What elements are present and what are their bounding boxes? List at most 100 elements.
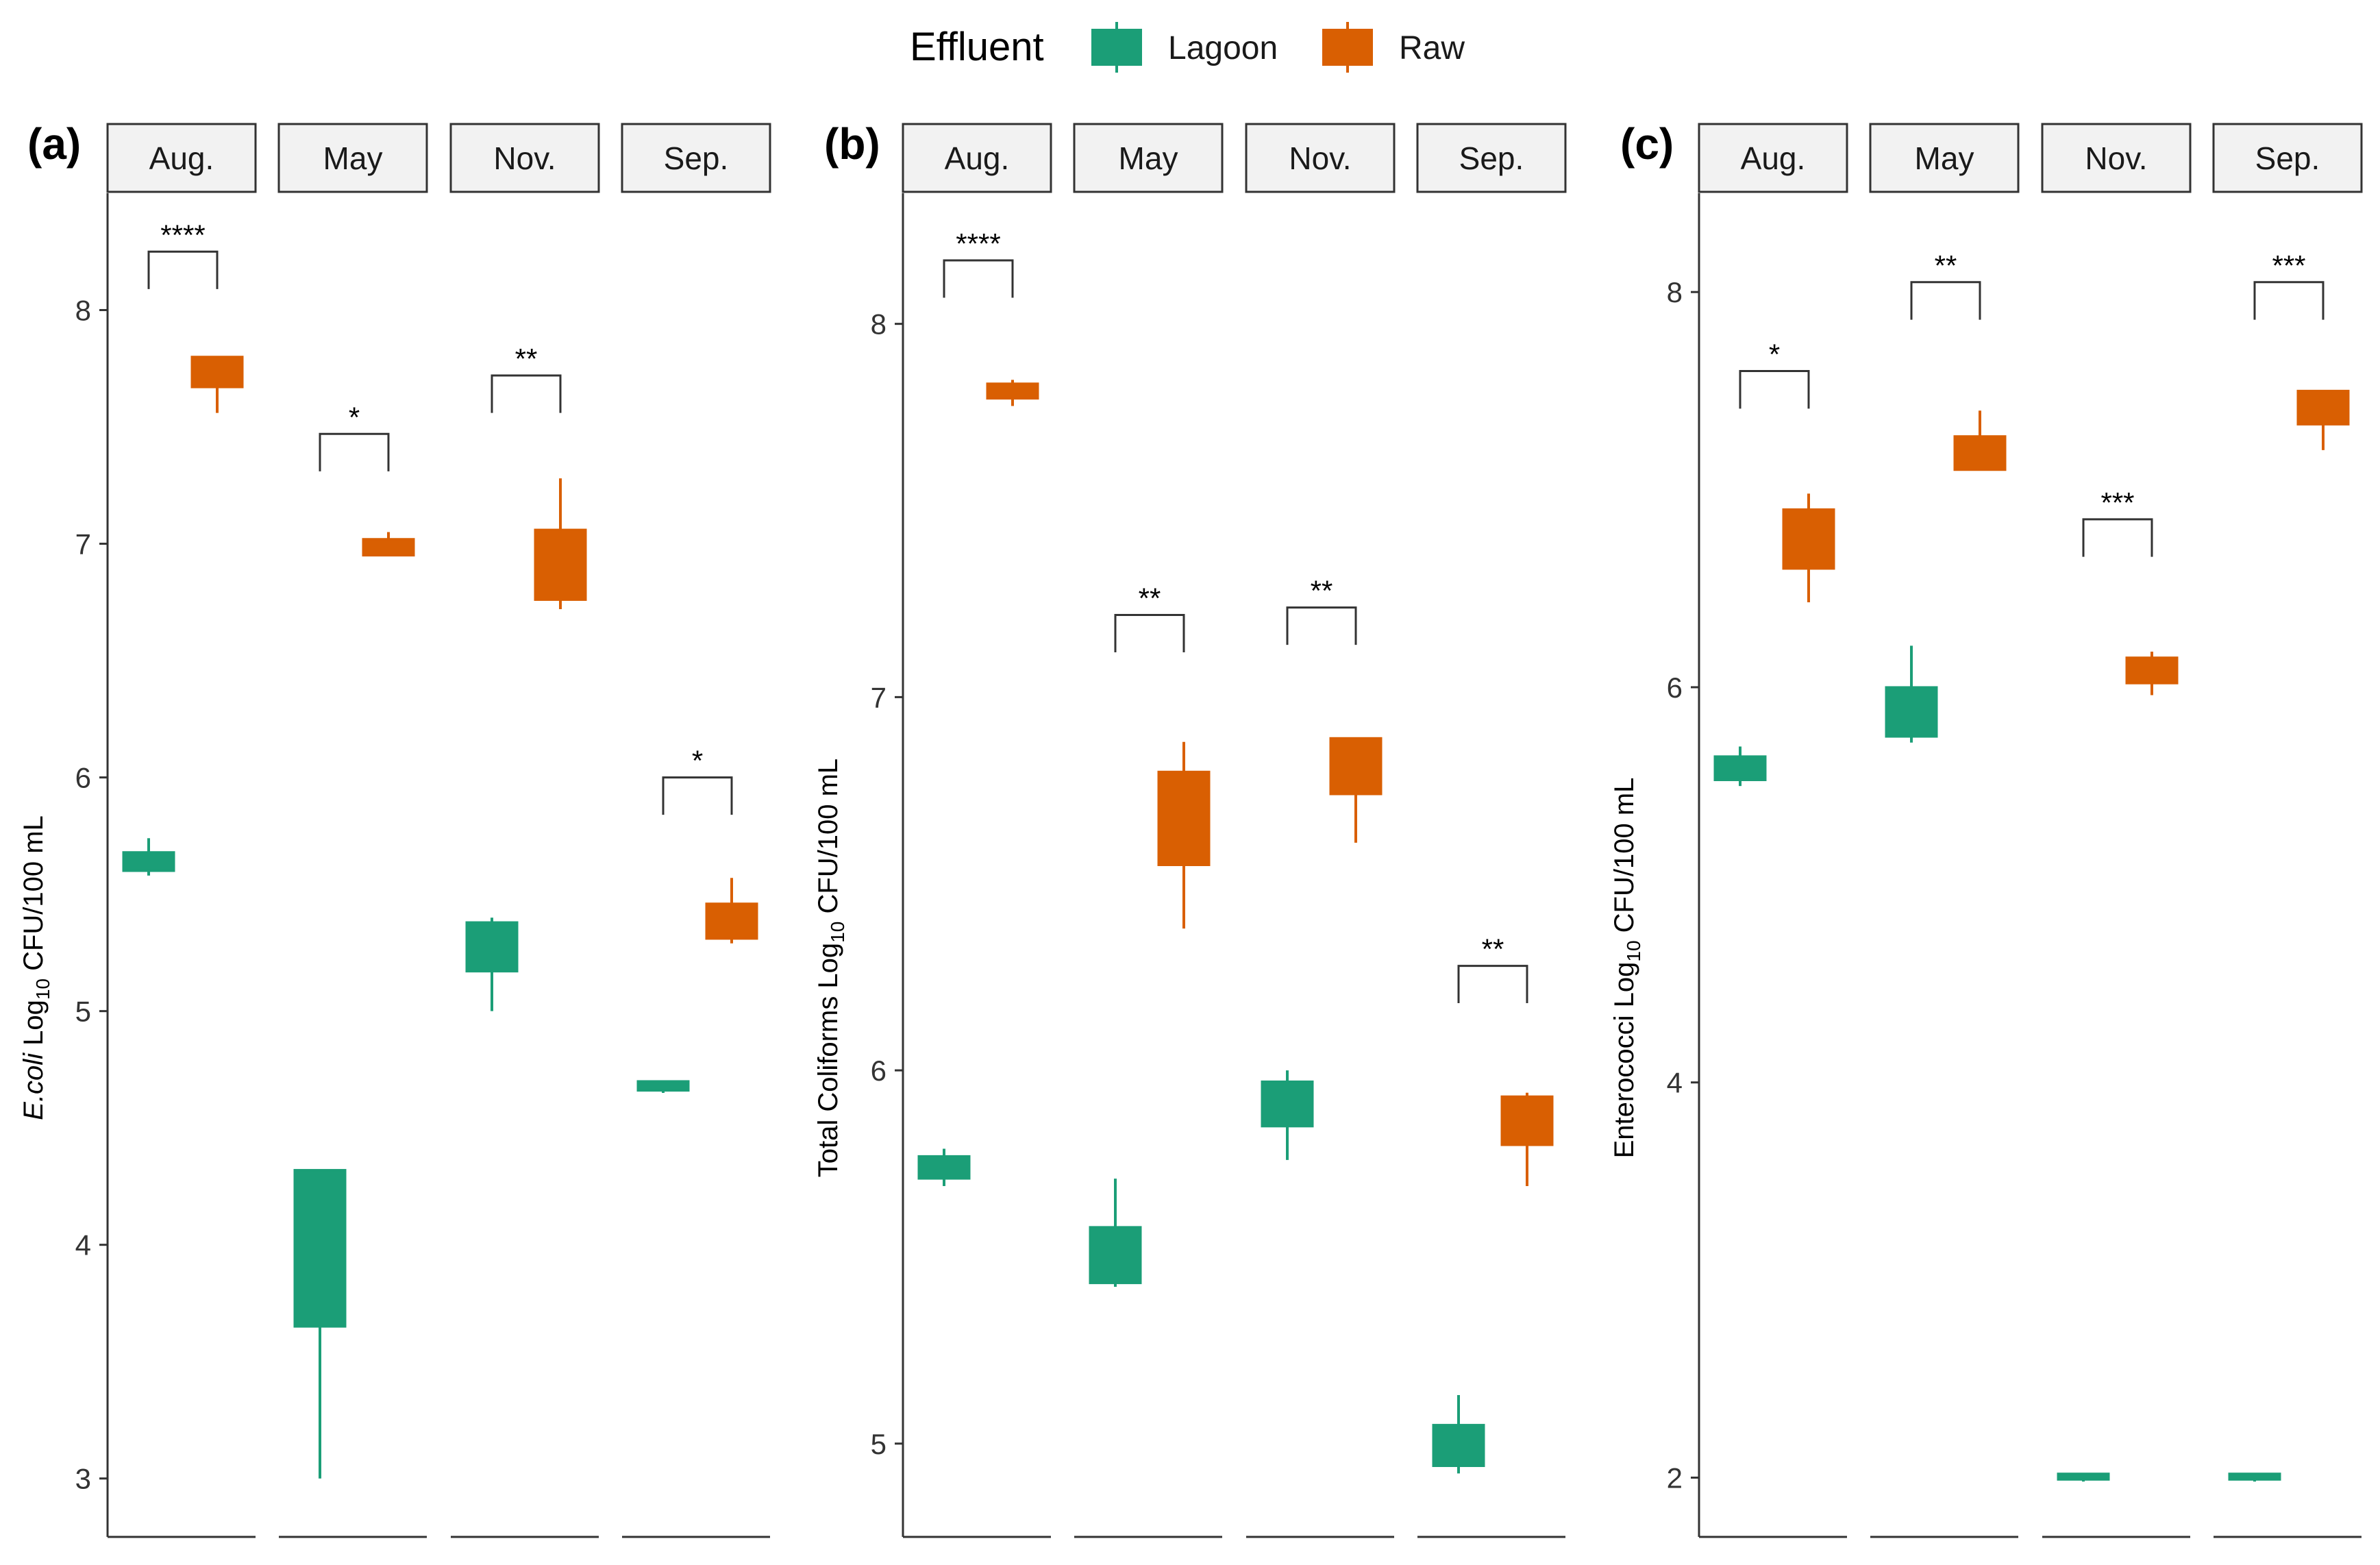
box-lagoon	[1713, 746, 1767, 787]
legend-item-label: Raw	[1399, 30, 1465, 66]
facet-aug: Aug. *	[1698, 123, 1848, 1538]
y-axis-label: Total Coliforms Log10 CFU/100 mL	[813, 759, 848, 1177]
facet-sep: Sep. **	[1416, 123, 1567, 1538]
facet-strip-label: Sep.	[664, 140, 729, 176]
box-raw	[1500, 1092, 1554, 1186]
box-lagoon	[2057, 1472, 2110, 1482]
y-axis-label-text: Log	[18, 1000, 49, 1053]
y-axis-label-units: CFU/100 mL	[1609, 778, 1639, 941]
facet-strip-label: Aug.	[149, 140, 214, 176]
box-body	[2296, 389, 2350, 426]
box-body	[362, 538, 415, 557]
legend-key-swatch	[1091, 29, 1142, 66]
significance-bracket	[147, 250, 219, 289]
significance-label: ***	[2100, 486, 2134, 519]
y-tick-label: 4	[75, 1229, 91, 1261]
facet-aug: Aug. ****	[106, 123, 257, 1538]
box-lagoon	[917, 1148, 971, 1186]
box-raw	[362, 532, 415, 557]
box-lagoon	[1432, 1395, 1485, 1474]
facet-strip	[1698, 123, 1848, 193]
box-body	[1953, 435, 2007, 471]
box-raw	[1782, 493, 1835, 602]
y-axis-label-italic: E.coli	[18, 1052, 49, 1120]
facet-strip-label: Aug.	[1741, 140, 1806, 176]
box-raw	[705, 878, 758, 944]
significance-label: **	[1139, 582, 1161, 615]
box-body	[1157, 770, 1211, 867]
box-body	[1089, 1226, 1142, 1285]
facet-strip-label: Nov.	[493, 140, 556, 176]
significance-label: **	[1311, 575, 1333, 607]
panel-c: (c) 2 4 6 8 Enterococci Log10 CFU/100 mL Aug. *…	[1609, 119, 2363, 1538]
y-tick-label: 3	[75, 1463, 91, 1495]
facet-strip-label: Nov.	[2085, 140, 2147, 176]
legend-title: Effluent	[910, 25, 1044, 69]
significance-bracket	[1910, 281, 1981, 320]
panel-label: (a)	[27, 119, 81, 169]
significance-label: *	[1769, 338, 1780, 371]
box-body	[293, 1169, 347, 1328]
facet-sep: Sep. *	[621, 123, 771, 1538]
facet-strip	[621, 123, 771, 193]
significance-label: **	[1482, 933, 1504, 965]
significance-bracket	[1457, 965, 1528, 1004]
significance-label: ***	[2272, 249, 2305, 282]
box-body	[2125, 656, 2179, 685]
box-lagoon	[293, 1169, 347, 1479]
y-tick-label: 4	[1667, 1067, 1683, 1099]
box-body	[1500, 1095, 1554, 1146]
significance-bracket	[662, 776, 733, 815]
facet-strip-label: Nov.	[1289, 140, 1351, 176]
box-body	[986, 382, 1039, 400]
y-tick-label: 6	[1667, 671, 1683, 704]
panel-label: (c)	[1620, 119, 1674, 169]
facet-strip	[2041, 123, 2192, 193]
y-tick-label: 6	[75, 762, 91, 794]
facet-strip-label: Sep.	[2255, 140, 2320, 176]
facet-nov: Nov. **	[449, 123, 600, 1538]
y-tick-label: 8	[75, 295, 91, 327]
box-body	[2228, 1472, 2281, 1481]
facet-nov: Nov. **	[1245, 123, 1396, 1538]
box-body	[534, 528, 587, 601]
y-axis-label-subscript: 10	[32, 978, 53, 1000]
box-body	[190, 356, 244, 389]
box-body	[1261, 1080, 1314, 1128]
box-body	[465, 921, 519, 973]
box-lagoon	[636, 1080, 690, 1094]
box-body	[1885, 686, 1938, 738]
y-axis-label-units: CFU/100 mL	[813, 759, 843, 922]
box-lagoon	[1885, 645, 1938, 743]
panel-label: (b)	[824, 119, 880, 169]
y-tick-label: 7	[75, 528, 91, 560]
significance-bracket	[1739, 370, 1810, 409]
facet-aug: Aug. ****	[902, 123, 1052, 1538]
legend: Effluent Lagoon Raw	[910, 22, 1465, 73]
y-axis-label-subscript: 10	[827, 922, 848, 943]
significance-bracket	[491, 374, 562, 413]
facet-sep: Sep. ***	[2212, 123, 2363, 1538]
box-body	[2057, 1472, 2110, 1481]
y-axis-label-subscript: 10	[1623, 940, 1644, 961]
box-raw	[2125, 652, 2179, 695]
y-axis-label: E.coli Log10 CFU/100 mL	[18, 815, 53, 1120]
box-body	[1782, 508, 1835, 570]
box-raw	[2296, 389, 2350, 450]
legend-key-swatch	[1322, 29, 1373, 66]
significance-label: ****	[160, 219, 205, 251]
box-lagoon	[2228, 1472, 2281, 1482]
facet-strip-label: May	[1119, 140, 1178, 176]
facet-nov: Nov. ***	[2041, 123, 2192, 1538]
significance-bracket	[319, 432, 390, 471]
y-axis-label-text: Total Coliforms Log	[813, 943, 843, 1177]
box-lagoon	[1089, 1179, 1142, 1287]
box-body	[1432, 1424, 1485, 1468]
box-body	[122, 851, 175, 872]
y-tick-label: 5	[871, 1428, 887, 1460]
y-axis-label-text: Enterococci Log	[1609, 962, 1639, 1159]
facet-strip	[2212, 123, 2363, 193]
